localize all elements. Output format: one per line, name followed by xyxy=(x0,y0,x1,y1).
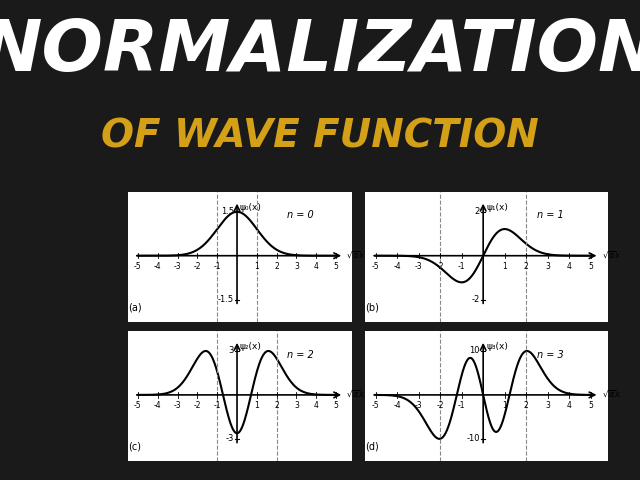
Text: -3: -3 xyxy=(415,401,422,410)
Text: 4: 4 xyxy=(567,262,572,271)
Text: -10: -10 xyxy=(467,434,480,444)
Text: OF WAVE FUNCTION: OF WAVE FUNCTION xyxy=(101,118,539,156)
Text: -2: -2 xyxy=(194,262,201,271)
Text: -3: -3 xyxy=(173,401,181,410)
Text: 3: 3 xyxy=(228,347,234,356)
Text: 4: 4 xyxy=(314,262,319,271)
Text: 3: 3 xyxy=(545,262,550,271)
Text: -1: -1 xyxy=(458,401,465,410)
Text: 2: 2 xyxy=(275,401,279,410)
Text: -4: -4 xyxy=(393,401,401,410)
Text: 3: 3 xyxy=(545,401,550,410)
Text: n = 1: n = 1 xyxy=(537,210,564,220)
Text: 5: 5 xyxy=(333,401,339,410)
Text: n = 0: n = 0 xyxy=(287,210,314,220)
Text: ψ₁(x): ψ₁(x) xyxy=(486,203,508,212)
Text: 1: 1 xyxy=(502,262,507,271)
Text: (d): (d) xyxy=(365,442,378,452)
Text: 1: 1 xyxy=(502,401,507,410)
Text: -1.5: -1.5 xyxy=(218,295,234,304)
Text: 5: 5 xyxy=(588,401,593,410)
Text: $\sqrt{\alpha}x$: $\sqrt{\alpha}x$ xyxy=(346,250,366,261)
Text: -5: -5 xyxy=(372,401,380,410)
Text: NORMALIZATION: NORMALIZATION xyxy=(0,17,640,85)
Text: -3: -3 xyxy=(226,434,234,444)
Text: n = 2: n = 2 xyxy=(287,349,314,360)
Text: -2: -2 xyxy=(472,295,480,304)
Text: 10: 10 xyxy=(470,347,480,356)
Text: $\sqrt{\alpha}x$: $\sqrt{\alpha}x$ xyxy=(346,389,366,400)
Text: ψ₀(x): ψ₀(x) xyxy=(240,203,262,212)
Text: -5: -5 xyxy=(134,262,141,271)
Text: -3: -3 xyxy=(173,262,181,271)
Text: -4: -4 xyxy=(154,401,161,410)
Text: $\sqrt{\alpha}x$: $\sqrt{\alpha}x$ xyxy=(602,250,621,261)
Text: 2: 2 xyxy=(524,262,529,271)
Text: (b): (b) xyxy=(365,302,379,312)
Text: 1: 1 xyxy=(255,401,259,410)
Text: -1: -1 xyxy=(214,401,221,410)
Text: 3: 3 xyxy=(294,401,299,410)
Text: -4: -4 xyxy=(154,262,161,271)
Text: (a): (a) xyxy=(128,302,141,312)
Text: n = 3: n = 3 xyxy=(537,349,564,360)
Text: -2: -2 xyxy=(436,262,444,271)
Text: 2: 2 xyxy=(475,207,480,216)
Text: 5: 5 xyxy=(333,262,339,271)
Text: 4: 4 xyxy=(314,401,319,410)
Text: -2: -2 xyxy=(436,401,444,410)
Text: 5: 5 xyxy=(588,262,593,271)
Text: 4: 4 xyxy=(567,401,572,410)
Text: 1.5: 1.5 xyxy=(221,207,234,216)
Text: -3: -3 xyxy=(415,262,422,271)
Text: ψ₂(x): ψ₂(x) xyxy=(240,342,262,351)
Text: (c): (c) xyxy=(128,442,141,452)
Text: $\sqrt{\alpha}x$: $\sqrt{\alpha}x$ xyxy=(602,389,621,400)
Text: -5: -5 xyxy=(134,401,141,410)
Text: 2: 2 xyxy=(524,401,529,410)
Text: 1: 1 xyxy=(255,262,259,271)
Text: 2: 2 xyxy=(275,262,279,271)
Text: -1: -1 xyxy=(214,262,221,271)
Text: -5: -5 xyxy=(372,262,380,271)
Text: -4: -4 xyxy=(393,262,401,271)
Text: -1: -1 xyxy=(458,262,465,271)
Text: 3: 3 xyxy=(294,262,299,271)
Text: -2: -2 xyxy=(194,401,201,410)
Text: ψ₃(x): ψ₃(x) xyxy=(486,342,508,351)
